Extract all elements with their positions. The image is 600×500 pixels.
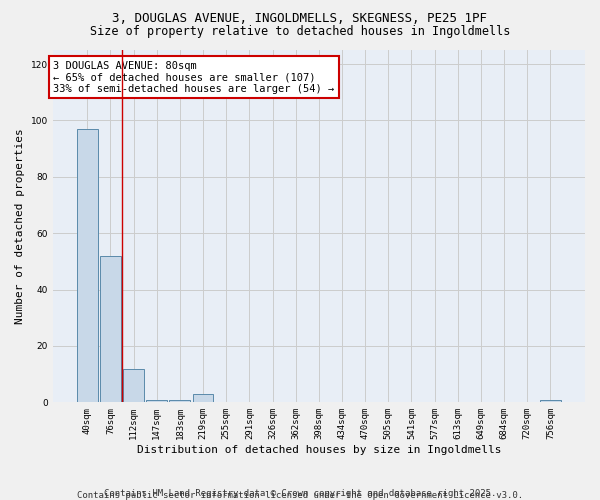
Bar bbox=[540, 400, 561, 402]
Bar bbox=[100, 256, 121, 402]
Bar bbox=[77, 129, 98, 402]
Bar bbox=[123, 368, 144, 402]
Text: Contains public sector information licensed under the Open Government Licence v3: Contains public sector information licen… bbox=[77, 491, 523, 500]
Bar bbox=[193, 394, 214, 402]
Bar bbox=[169, 400, 190, 402]
Text: 3 DOUGLAS AVENUE: 80sqm
← 65% of detached houses are smaller (107)
33% of semi-d: 3 DOUGLAS AVENUE: 80sqm ← 65% of detache… bbox=[53, 60, 334, 94]
Text: Contains HM Land Registry data © Crown copyright and database right 2025.: Contains HM Land Registry data © Crown c… bbox=[104, 488, 496, 498]
Text: Size of property relative to detached houses in Ingoldmells: Size of property relative to detached ho… bbox=[90, 25, 510, 38]
X-axis label: Distribution of detached houses by size in Ingoldmells: Distribution of detached houses by size … bbox=[137, 445, 501, 455]
Bar bbox=[146, 400, 167, 402]
Text: 3, DOUGLAS AVENUE, INGOLDMELLS, SKEGNESS, PE25 1PF: 3, DOUGLAS AVENUE, INGOLDMELLS, SKEGNESS… bbox=[113, 12, 487, 26]
Y-axis label: Number of detached properties: Number of detached properties bbox=[15, 128, 25, 324]
